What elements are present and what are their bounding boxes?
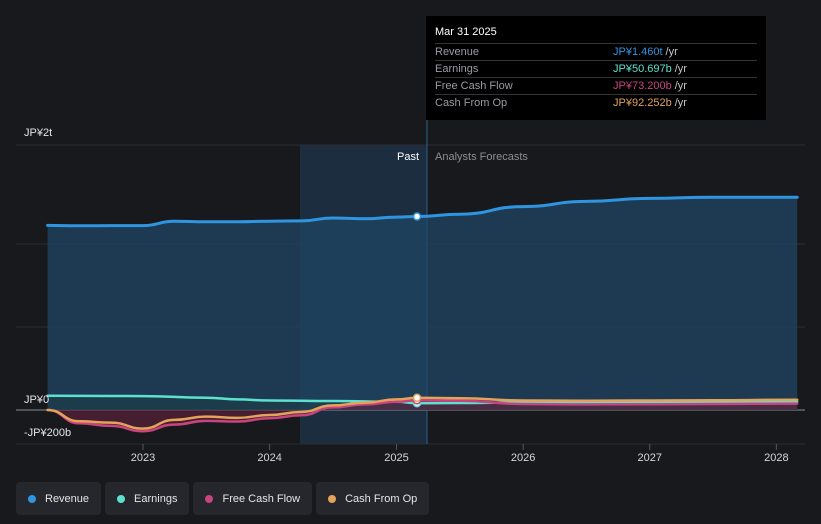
cash-from-op-marker [412, 393, 422, 403]
legend-item-free-cash-flow[interactable]: Free Cash Flow [193, 482, 313, 515]
x-tick-label: 2028 [764, 452, 788, 464]
x-tick-label: 2024 [257, 452, 281, 464]
revenue-area [47, 197, 798, 410]
y-axis-zero-label: JP¥0 [24, 394, 49, 406]
x-tick-label: 2023 [131, 452, 155, 464]
tooltip-row-unit: /yr [674, 80, 687, 92]
legend-item-cash-from-op[interactable]: Cash From Op [316, 482, 430, 515]
legend-dot-icon [28, 494, 36, 503]
tooltip-row-value: JP¥1.460t [613, 46, 663, 58]
legend-label: Revenue [45, 492, 90, 505]
tooltip-row: Cash From Op JP¥92.252b/yr [435, 94, 757, 111]
cash-from-op-line [46, 396, 799, 430]
x-tick-label: 2027 [638, 452, 662, 464]
tooltip-date: Mar 31 2025 [435, 26, 497, 38]
forecast-label: Analysts Forecasts [435, 151, 528, 163]
tooltip-row-value: JP¥73.200b [613, 80, 672, 92]
tooltip-row-unit: /yr [674, 97, 687, 109]
tooltip-row: Free Cash Flow JP¥73.200b/yr [435, 77, 757, 94]
legend-dot-icon [205, 494, 214, 503]
free-cash-flow-line [46, 399, 799, 433]
y-axis-bottom-label: -JP¥200b [24, 427, 71, 439]
past-label: Past [397, 151, 419, 163]
tooltip-row-value: JP¥92.252b [613, 97, 672, 109]
tooltip-row-label: Cash From Op [435, 97, 508, 109]
tooltip-row-value: JP¥50.697b [613, 63, 672, 75]
x-tick-label: 2026 [511, 452, 535, 464]
tooltip-row-unit: /yr [665, 46, 678, 58]
legend: Revenue Earnings Free Cash Flow Cash From O… [16, 482, 430, 515]
tooltip-row-unit: /yr [674, 63, 687, 75]
legend-label: Cash From Op [345, 492, 418, 505]
legend-item-earnings[interactable]: Earnings [105, 482, 190, 515]
legend-dot-icon [328, 494, 337, 503]
revenue-marker [412, 212, 422, 221]
tooltip-row: Revenue JP¥1.460t/yr [435, 43, 757, 60]
legend-label: Earnings [134, 492, 178, 505]
tooltip-row-label: Earnings [435, 63, 479, 75]
tooltip-row: Earnings JP¥50.697b/yr [435, 60, 757, 77]
y-axis-top-label: JP¥2t [24, 127, 52, 139]
revenue-line [46, 195, 799, 228]
legend-dot-icon [117, 494, 126, 503]
free-cash-flow-area [47, 400, 798, 432]
tooltip-row-label: Free Cash Flow [435, 80, 513, 92]
tooltip-row-label: Revenue [435, 46, 480, 58]
legend-label: Free Cash Flow [222, 492, 301, 505]
legend-item-revenue[interactable]: Revenue [16, 482, 102, 515]
tooltip: Mar 31 2025 Revenue JP¥1.460t/yr Earnings J… [426, 16, 766, 120]
x-tick-label: 2025 [384, 452, 408, 464]
